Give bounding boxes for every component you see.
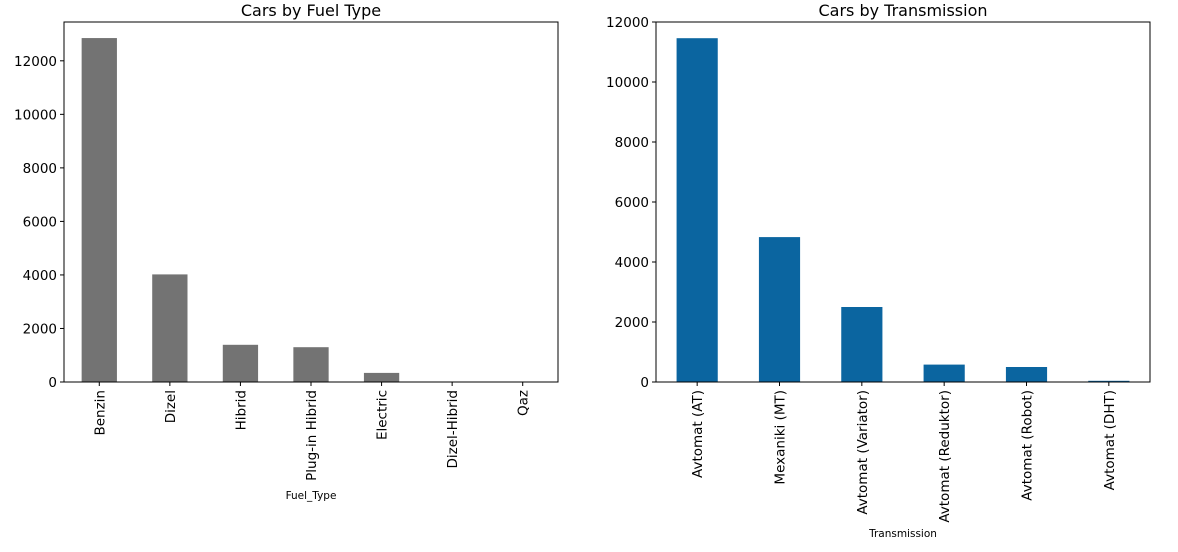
transmission-y-tick-label-3: 6000 (615, 195, 649, 211)
fuel-y-tick-label-3: 6000 (23, 214, 57, 230)
transmission-plot-frame (655, 21, 1151, 383)
transmission-chart: Cars by Transmission 0 2000 4000 6000 8000 10… (606, 1, 1151, 540)
transmission-x-axis-label: Transmission (868, 528, 937, 540)
transmission-y-tick-label-5: 10000 (606, 75, 649, 91)
transmission-y-tick-label-1: 2000 (615, 315, 649, 331)
fuel-x-tick-label-5: Dizel-Hibrid (445, 390, 461, 469)
fuel-x-tick-label-3: Plug-in Hibrid (304, 390, 320, 481)
fuel-type-chart: Cars by Fuel Type 0 2000 4000 6000 8000 10000… (14, 1, 559, 502)
fuel-x-axis-label: Fuel_Type (286, 490, 337, 502)
fuel-bar-1 (152, 274, 188, 382)
fuel-x-tick-label-4: Electric (375, 390, 391, 440)
fuel-chart-title: Cars by Fuel Type (241, 1, 381, 20)
fuel-y-tick-label-6: 12000 (14, 54, 57, 70)
fuel-plot-frame (63, 21, 559, 383)
transmission-bar-3 (923, 364, 965, 382)
transmission-y-tick-label-4: 8000 (615, 135, 649, 151)
fuel-y-tick-label-0: 0 (48, 375, 57, 391)
transmission-bar-1 (758, 237, 801, 382)
transmission-bar-5 (1088, 380, 1130, 382)
fuel-x-tick-label-0: Benzin (92, 390, 108, 436)
transmission-bar-4 (1005, 367, 1048, 382)
transmission-x-tick-label-1: Mexaniki (MT) (773, 390, 789, 485)
fuel-bar-2 (222, 344, 259, 382)
fuel-x-tick-label-1: Dizel (163, 390, 179, 423)
fuel-y-tick-label-4: 8000 (23, 161, 57, 177)
transmission-chart-title: Cars by Transmission (818, 1, 987, 20)
fuel-y-tick-label-5: 10000 (14, 107, 57, 123)
transmission-y-tick-label-0: 0 (640, 375, 649, 391)
fuel-y-tick-label-2: 4000 (23, 268, 57, 284)
transmission-x-tick-label-5: Avtomat (DHT) (1102, 390, 1118, 490)
transmission-x-tick-label-4: Avtomat (Robot) (1020, 390, 1036, 501)
fuel-x-tick-label-2: Hibrid (233, 390, 249, 430)
fuel-bar-4 (363, 372, 400, 382)
transmission-bar-0 (676, 38, 718, 382)
fuel-x-tick-label-6: Qaz (516, 390, 532, 416)
transmission-y-tick-label-2: 4000 (615, 255, 649, 271)
fuel-bar-0 (81, 38, 117, 383)
transmission-y-tick-label-6: 12000 (606, 15, 649, 31)
transmission-bar-2 (841, 307, 883, 382)
transmission-x-tick-label-3: Avtomat (Reduktor) (937, 390, 953, 523)
transmission-x-tick-label-2: Avtomat (Variator) (855, 390, 871, 515)
fuel-y-tick-label-1: 2000 (23, 321, 57, 337)
fuel-bar-3 (293, 347, 329, 382)
transmission-x-tick-label-0: Avtomat (AT) (690, 390, 706, 478)
